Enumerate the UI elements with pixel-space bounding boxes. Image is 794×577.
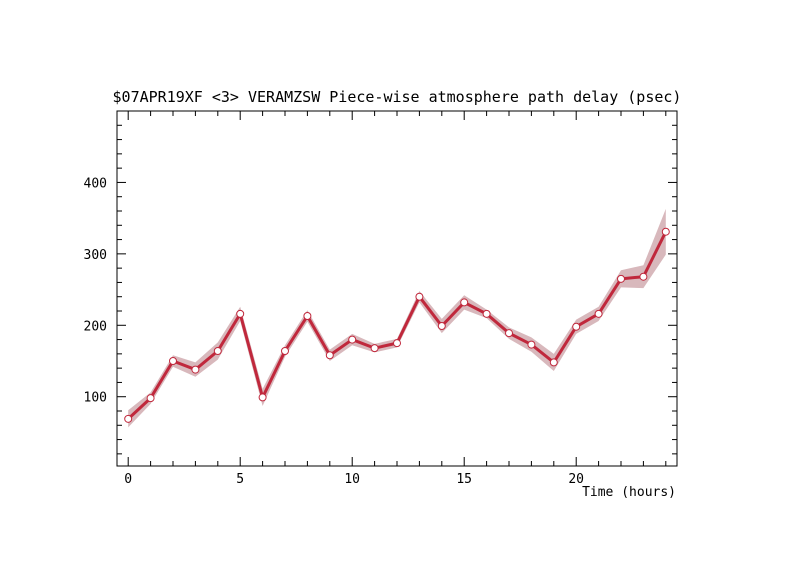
data-point	[370, 344, 379, 353]
y-tick-label: 400	[84, 176, 107, 191]
data-point	[415, 292, 424, 301]
data-point	[505, 329, 513, 338]
data-point	[169, 357, 177, 365]
data-point	[460, 298, 469, 307]
error-band-layer	[128, 208, 666, 428]
x-tick-label: 10	[344, 472, 360, 487]
data-point	[281, 347, 289, 355]
data-point	[639, 272, 648, 281]
data-point	[594, 309, 603, 318]
x-tick-label: 15	[456, 472, 472, 487]
y-tick-label: 300	[84, 248, 107, 263]
y-tick-label: 100	[84, 391, 107, 406]
data-point	[393, 339, 401, 348]
data-points-layer	[124, 227, 670, 423]
data-point	[527, 340, 536, 349]
data-point	[303, 312, 312, 320]
data-point	[572, 322, 581, 331]
data-point	[617, 274, 625, 283]
data-point	[236, 309, 245, 318]
plot-frame	[116, 110, 678, 467]
error-band	[128, 208, 666, 428]
x-tick-label: 20	[568, 472, 584, 487]
data-point	[124, 414, 133, 423]
data-point	[661, 227, 670, 236]
data-point	[325, 351, 334, 360]
data-point	[258, 393, 267, 402]
data-point	[213, 347, 222, 355]
data-point	[549, 358, 558, 367]
ticks-layer	[117, 110, 677, 466]
data-point	[191, 365, 200, 374]
y-tick-label: 200	[84, 319, 107, 334]
chart-title: $07APR19XF <3> VERAMZSW Piece-wise atmos…	[113, 88, 682, 106]
data-point	[146, 394, 155, 403]
x-axis-label: Time (hours)	[582, 485, 676, 500]
x-tick-label: 5	[236, 472, 244, 487]
data-point	[348, 335, 357, 344]
data-point	[437, 322, 446, 330]
data-point	[482, 309, 491, 318]
x-tick-label: 0	[124, 472, 132, 487]
tick-labels-layer: 0 5 10 15 20 100 200 300 400	[84, 176, 585, 487]
